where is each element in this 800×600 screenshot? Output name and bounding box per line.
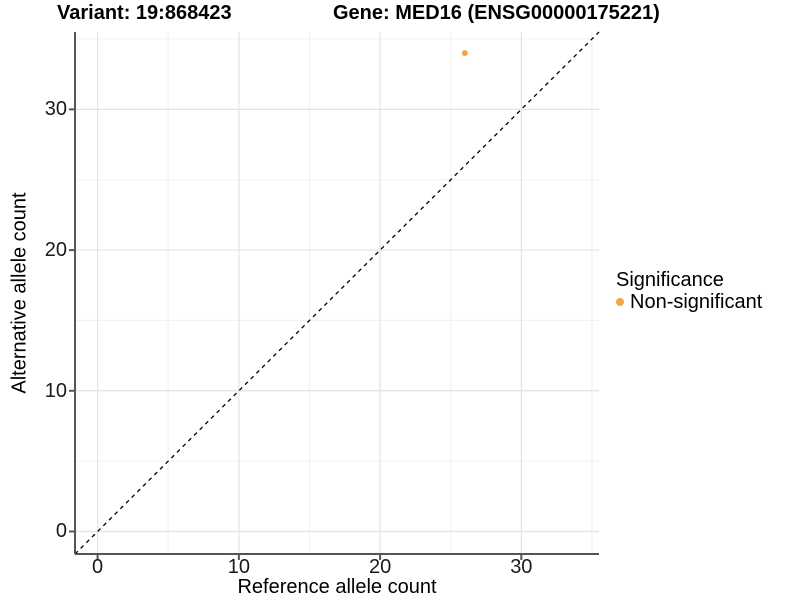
legend-entries: Non-significant	[616, 291, 762, 313]
x-tick-label: 20	[368, 556, 392, 578]
x-tick-label: 10	[227, 556, 250, 578]
legend-title: Significance	[616, 269, 724, 291]
y-axis-title: Alternative allele count	[8, 192, 31, 394]
gene-title: Gene: MED16 (ENSG00000175221)	[333, 2, 660, 24]
x-tick-label: 0	[92, 556, 104, 578]
variant-title: Variant: 19:868423	[57, 2, 232, 24]
y-tick-label: 30	[44, 98, 67, 121]
x-axis-title: Reference allele count	[237, 576, 437, 598]
y-tick-label: 20	[44, 239, 67, 262]
legend: Significance Non-significant	[616, 269, 762, 313]
x-tick-label: 30	[510, 556, 533, 578]
plot-panel	[69, 31, 600, 560]
data-point	[461, 50, 468, 57]
legend-entry: Non-significant	[616, 291, 762, 313]
legend-entry-label: Non-significant	[630, 291, 763, 313]
scatter-plot-svg	[69, 31, 600, 560]
legend-key-dot-icon	[616, 298, 624, 306]
identity-dashed-line	[74, 31, 600, 555]
y-tick-label: 10	[44, 379, 67, 402]
y-tick-label: 0	[55, 520, 67, 543]
